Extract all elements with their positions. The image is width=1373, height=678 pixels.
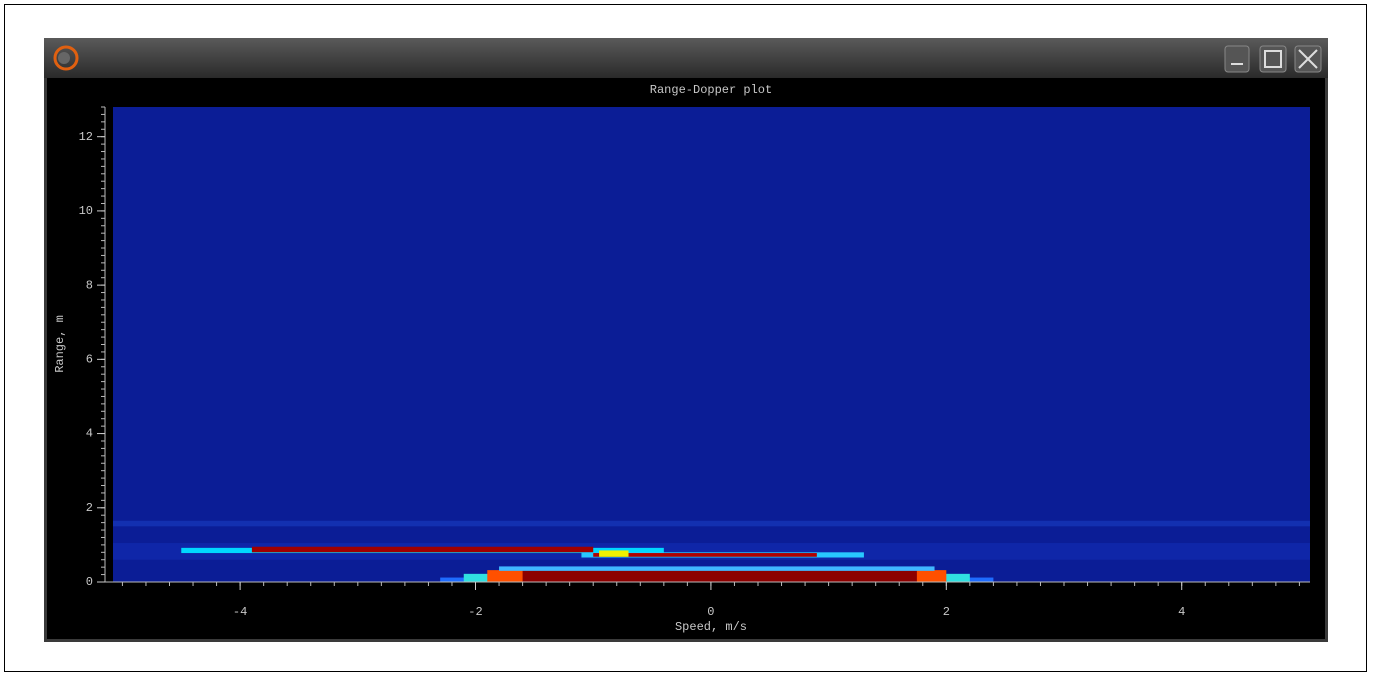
chart-title: Range-Dopper plot — [650, 83, 772, 97]
y-tick-label: 2 — [86, 501, 93, 515]
heatmap-region — [499, 566, 935, 571]
heatmap-region — [251, 546, 594, 553]
minimize-button[interactable] — [1224, 45, 1250, 73]
maximize-button[interactable] — [1259, 45, 1287, 73]
app-icon — [53, 45, 79, 71]
y-tick-label: 4 — [86, 427, 93, 441]
window-button-icons — [1231, 49, 1318, 69]
title-bar — [44, 38, 1328, 78]
heatmap-region — [593, 553, 817, 557]
x-tick-label: 2 — [943, 605, 950, 619]
heatmap-background — [113, 107, 1310, 582]
x-tick-label: 0 — [707, 605, 714, 619]
x-axis-label: Speed, m/s — [675, 620, 747, 634]
y-tick-label: 12 — [79, 130, 93, 144]
x-tick-label: -2 — [468, 605, 482, 619]
frame — [4, 4, 1367, 672]
x-tick-label: 4 — [1178, 605, 1185, 619]
heatmap-region — [599, 550, 629, 557]
plot-area: -4 -2 0 2 4 0 2 4 6 8 10 12 — [79, 106, 1310, 619]
y-tick-label: 6 — [86, 353, 93, 367]
y-tick-label: 0 — [86, 575, 93, 589]
y-tick-label: 8 — [86, 278, 93, 292]
heatmap-region — [113, 520, 1310, 527]
y-axis-label: Range, m — [53, 315, 67, 373]
y-tick-label: 10 — [79, 204, 93, 218]
heatmap-region — [522, 567, 917, 582]
x-tick-label: -4 — [233, 605, 247, 619]
